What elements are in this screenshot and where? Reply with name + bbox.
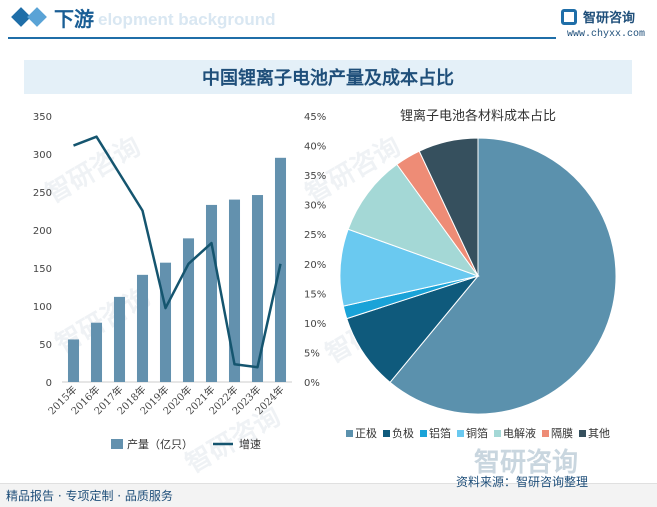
left-axis-tick-label: 350: [33, 112, 52, 123]
chart-title: 中国锂离子电池产量及成本占比: [202, 68, 454, 89]
legend-swatch: [579, 430, 586, 437]
left-axis-tick-label: 250: [33, 188, 52, 199]
right-axis-tick-label: 30%: [304, 201, 326, 212]
brand-name: 智研咨询: [583, 11, 636, 26]
legend-swatch: [494, 430, 501, 437]
right-axis-tick-label: 0%: [304, 378, 320, 389]
footer-source: 资料来源：智研咨询整理: [456, 475, 589, 489]
legend-swatch: [457, 430, 464, 437]
right-axis-tick-label: 25%: [304, 230, 326, 241]
left-axis-tick-label: 300: [33, 150, 52, 161]
header-divider: [8, 37, 556, 39]
bar: [228, 199, 241, 382]
legend-swatch: [383, 430, 390, 437]
left-axis-tick-label: 100: [33, 302, 52, 313]
section-header: elopment background 下游: [0, 0, 657, 46]
right-axis-tick-label: 5%: [304, 348, 320, 359]
chart-title-bar: 中国锂离子电池产量及成本占比: [24, 60, 632, 94]
bar: [182, 238, 195, 382]
legend-label: 其他: [588, 427, 610, 440]
bar: [113, 296, 126, 382]
pie-slice: [418, 137, 479, 277]
brand-url: www.chyxx.com: [567, 29, 646, 40]
legend-swatch: [420, 430, 427, 437]
bar: [205, 204, 218, 382]
section-title: 下游: [54, 7, 94, 31]
legend-label: 增速: [239, 437, 261, 451]
footer-tagline: 精品报告 · 专项定制 · 品质服务: [6, 489, 173, 503]
brand-logo: 智研咨询 www.chyxx.com: [561, 7, 653, 43]
bar: [67, 339, 80, 382]
left-axis-tick-label: 0: [46, 378, 52, 389]
right-axis-tick-label: 10%: [304, 319, 326, 330]
bar: [159, 262, 172, 382]
legend-swatch: [346, 430, 353, 437]
right-axis-tick-label: 20%: [304, 260, 326, 271]
left-axis-tick-label: 200: [33, 226, 52, 237]
right-axis-tick-label: 45%: [304, 112, 326, 123]
legend-label: 电解液: [503, 426, 536, 440]
bar: [90, 322, 103, 382]
left-axis-tick-label: 50: [39, 340, 52, 351]
pie-slice: [389, 137, 617, 415]
growth-line: [73, 135, 282, 369]
legend-label: 隔膜: [551, 427, 573, 440]
pie-slice: [347, 163, 480, 278]
section-subtitle: elopment background: [98, 10, 276, 29]
legend-swatch: [542, 430, 549, 437]
legend-label: 负极: [392, 426, 414, 440]
bar: [274, 157, 287, 382]
legend-label: 铜箔: [466, 426, 488, 440]
watermark-logo: 智研咨询: [474, 448, 579, 478]
pie-title: 锂离子电池各材料成本占比: [400, 108, 556, 124]
brand-mark-icon: [561, 9, 577, 25]
bar: [251, 195, 264, 382]
right-axis-tick-label: 35%: [304, 171, 326, 182]
legend-label: 正极: [355, 426, 377, 440]
legend-label: 产量（亿只）: [127, 437, 193, 451]
left-axis-tick-label: 150: [33, 264, 52, 275]
right-axis-tick-label: 15%: [304, 289, 326, 300]
bar: [136, 274, 149, 382]
legend-label: 铝箔: [429, 426, 451, 440]
right-axis-tick-label: 40%: [304, 142, 326, 153]
footer: 精品报告 · 专项定制 · 品质服务 资料来源：智研咨询整理: [0, 475, 657, 507]
legend-swatch-bar: [111, 439, 123, 449]
